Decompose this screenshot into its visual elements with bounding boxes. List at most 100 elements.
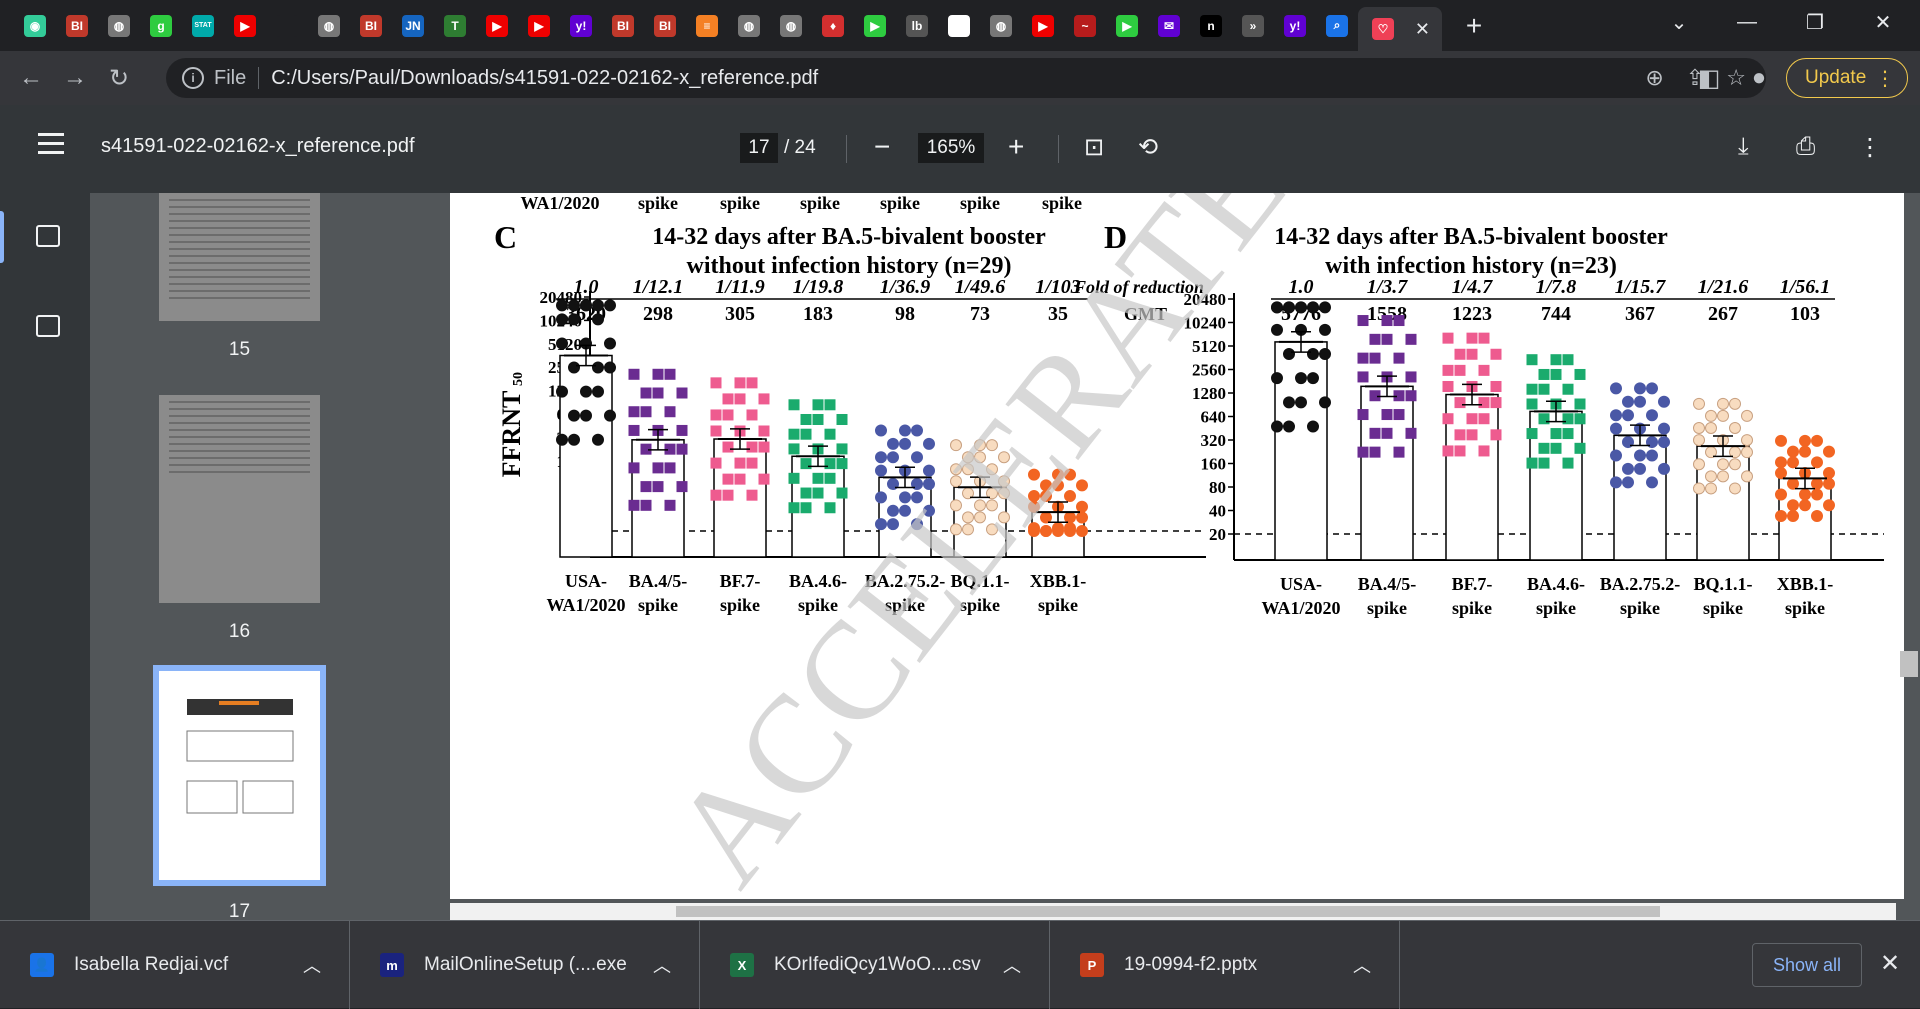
zoom-input[interactable]: 165%: [918, 133, 984, 163]
browser-tab[interactable]: y!: [1274, 6, 1316, 46]
page-thumbnail-15[interactable]: [159, 193, 320, 321]
x-tick-label: spike: [885, 595, 925, 615]
back-icon[interactable]: ←: [19, 64, 43, 91]
browser-tab[interactable]: ◉: [14, 6, 56, 46]
chevron-up-icon[interactable]: ︿: [303, 956, 321, 976]
browser-tab[interactable]: BI: [350, 6, 392, 46]
browser-tab[interactable]: ⌕: [1316, 6, 1358, 46]
page-number-input[interactable]: 17: [740, 133, 778, 163]
fold-reduction-label: 1.0: [574, 276, 599, 298]
fold-reduction-label: 1/15.7: [1615, 276, 1667, 298]
browser-tab[interactable]: JN: [392, 6, 434, 46]
page-thumbnail-16[interactable]: [159, 395, 320, 603]
info-icon[interactable]: i: [182, 67, 204, 89]
download-item[interactable]: m MailOnlineSetup (....exe ︿: [350, 921, 700, 1009]
data-point: [1526, 354, 1538, 366]
profile-icon[interactable]: ●: [1751, 64, 1767, 91]
new-tab-button[interactable]: +: [1465, 9, 1483, 41]
browser-tab[interactable]: lb: [896, 6, 938, 46]
active-tab[interactable]: ♡ ✕: [1358, 7, 1442, 51]
bookmark-star-icon[interactable]: ☆: [1726, 65, 1746, 90]
data-point: [710, 457, 722, 469]
address-bar[interactable]: i File C:/Users/Paul/Downloads/s41591-02…: [166, 58, 1766, 98]
chevron-up-icon[interactable]: ︿: [653, 956, 671, 976]
browser-tab[interactable]: ✉: [1148, 6, 1190, 46]
restore-icon[interactable]: ❐: [1806, 11, 1824, 34]
data-point: [592, 299, 604, 312]
browser-tab[interactable]: T: [434, 6, 476, 46]
zoom-in-icon[interactable]: +: [1008, 131, 1025, 162]
rotate-icon[interactable]: ⟲: [1138, 134, 1159, 161]
menu-icon[interactable]: [38, 133, 64, 155]
forward-icon[interactable]: →: [63, 64, 87, 91]
browser-tab[interactable]: BI: [644, 6, 686, 46]
browser-tab[interactable]: ▶: [1022, 6, 1064, 46]
update-button[interactable]: Update ⋮: [1786, 58, 1908, 98]
browser-tab[interactable]: ◍: [728, 6, 770, 46]
browser-tab[interactable]: ▶: [476, 6, 518, 46]
browser-tab[interactable]: ◍: [770, 6, 812, 46]
download-item[interactable]: 👤 Isabella Redjai.vcf ︿: [0, 921, 350, 1009]
fold-reduction-label: 1/21.6: [1698, 276, 1749, 298]
more-options-icon[interactable]: ⋮: [1858, 134, 1882, 161]
close-icon[interactable]: ✕: [1414, 18, 1430, 39]
browser-tab[interactable]: ◍: [308, 6, 350, 46]
browser-tab[interactable]: ▶: [1106, 6, 1148, 46]
chevron-up-icon[interactable]: ︿: [1353, 956, 1371, 976]
data-point: [911, 518, 923, 531]
browser-tab[interactable]: STAT: [182, 6, 224, 46]
browser-tab[interactable]: ≡: [686, 6, 728, 46]
data-point: [986, 523, 998, 536]
close-window-icon[interactable]: ✕: [1874, 11, 1892, 34]
browser-tab[interactable]: ✕: [938, 6, 980, 46]
chevron-up-icon[interactable]: ︿: [1003, 956, 1021, 976]
download-item[interactable]: X KOrIfediQcy1WoO....csv ︿: [700, 921, 1050, 1009]
tab-search-icon[interactable]: ⌄: [1670, 11, 1688, 34]
gmt-bar: [713, 438, 767, 558]
horizontal-scrollbar[interactable]: [450, 903, 1896, 920]
data-point: [1787, 456, 1799, 469]
browser-tab[interactable]: n: [1190, 6, 1232, 46]
gmt-label: 744: [1541, 303, 1571, 325]
browser-tab[interactable]: »: [1232, 6, 1274, 46]
data-point: [1052, 525, 1064, 537]
outline-icon[interactable]: [36, 315, 60, 337]
reload-icon[interactable]: ↻: [108, 64, 130, 92]
data-point: [1478, 397, 1490, 409]
download-icon[interactable]: ⤓: [1738, 133, 1749, 160]
data-point: [1283, 301, 1295, 314]
close-downloads-icon[interactable]: ✕: [1880, 950, 1901, 977]
data-point: [1283, 420, 1295, 433]
minimize-icon[interactable]: —: [1737, 10, 1757, 33]
browser-tab[interactable]: ◍: [98, 6, 140, 46]
side-panel-icon[interactable]: ◧: [1697, 64, 1721, 92]
browser-tab[interactable]: ♦: [812, 6, 854, 46]
page-thumbnail-17[interactable]: [153, 665, 326, 886]
data-point: [722, 441, 734, 453]
browser-tab[interactable]: BI: [56, 6, 98, 46]
browser-tab[interactable]: y!: [560, 6, 602, 46]
browser-tab[interactable]: ▶: [224, 6, 266, 46]
browser-tab[interactable]: ▶: [854, 6, 896, 46]
zoom-out-icon[interactable]: −: [874, 131, 891, 162]
url-text[interactable]: C:/Users/Paul/Downloads/s41591-022-02162…: [271, 66, 819, 89]
data-point: [1393, 352, 1405, 364]
download-item[interactable]: P 19-0994-f2.pptx ︿: [1050, 921, 1400, 1009]
data-point: [580, 385, 592, 398]
browser-tab[interactable]: ▶: [518, 6, 560, 46]
zoom-icon[interactable]: ⊕: [1645, 65, 1664, 90]
browser-tab[interactable]: ~: [1064, 6, 1106, 46]
show-all-button[interactable]: Show all: [1752, 943, 1862, 987]
browser-tab[interactable]: BI: [602, 6, 644, 46]
share-icon[interactable]: ⇪: [1685, 65, 1705, 90]
print-icon[interactable]: ⎙: [1796, 133, 1816, 160]
browser-tab[interactable]: [266, 6, 308, 46]
x-tick-label: USA-: [565, 571, 607, 591]
browser-tab[interactable]: g: [140, 6, 182, 46]
thumbnails-icon[interactable]: [36, 225, 60, 247]
browser-tab[interactable]: ◍: [980, 6, 1022, 46]
chart-panel-D: D 14-32 days after BA.5-bivalent booster w…: [1073, 219, 1884, 618]
data-point: [1052, 479, 1064, 492]
fit-page-icon[interactable]: ⊡: [1084, 134, 1105, 161]
viewer-scrollbar[interactable]: [1896, 193, 1920, 903]
